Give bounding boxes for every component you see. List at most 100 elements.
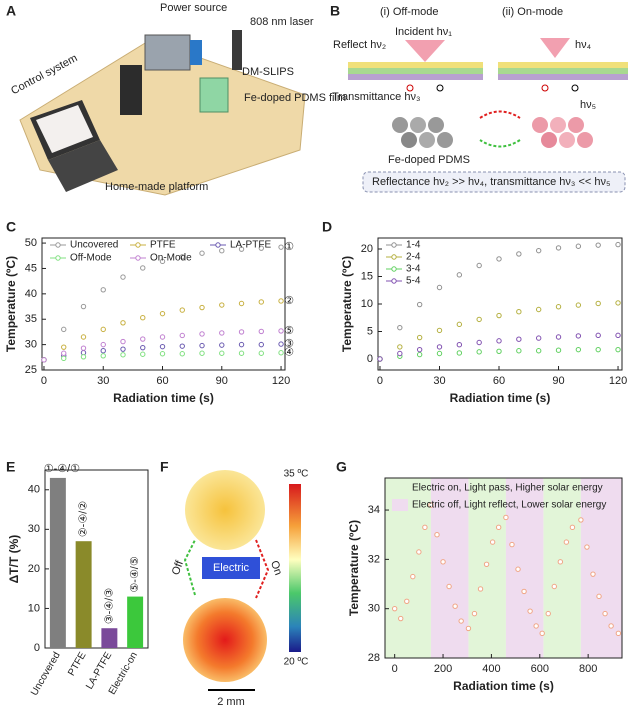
marker	[120, 338, 126, 345]
marker	[545, 610, 551, 617]
layer	[348, 62, 483, 68]
laptop-display	[36, 105, 93, 153]
marker	[179, 254, 185, 260]
x-tick-label: 0	[377, 375, 383, 387]
marker	[436, 344, 443, 350]
marker	[516, 309, 522, 315]
marker	[578, 517, 584, 523]
y-tick-label: 30	[25, 339, 37, 351]
marker	[555, 245, 562, 251]
y-tick-label: 20	[361, 243, 373, 255]
marker	[219, 247, 225, 254]
y-tick-label: 34	[368, 504, 380, 516]
chart: C 25 30 35 40 45 50 0 30 60 90 120 Radiation time (s…	[4, 219, 294, 405]
label: hν₅	[580, 99, 596, 111]
marker	[555, 347, 562, 353]
legend-label: On-Mode	[150, 253, 192, 264]
marker	[199, 342, 205, 349]
x-axis-label: Radiation time (s)	[453, 679, 554, 693]
legend-label: Off-Mode	[70, 253, 112, 264]
label: 35 ºC	[284, 469, 309, 480]
x-tick-label: 200	[434, 663, 452, 675]
legend-marker	[391, 242, 397, 248]
marker	[100, 348, 106, 354]
legend-label: Uncovered	[70, 240, 118, 251]
laptop-base	[48, 140, 118, 192]
summary-box	[362, 171, 626, 193]
label: 20 ºC	[284, 657, 309, 668]
marker	[278, 350, 284, 356]
marker	[120, 320, 126, 326]
marker	[219, 330, 225, 336]
label: Off	[170, 558, 187, 577]
x-tick-label: PTFE	[66, 650, 88, 678]
marker	[533, 623, 539, 629]
band	[468, 478, 506, 658]
label: Transmittance hν₃	[332, 91, 420, 103]
bar-label: ①-④/①	[44, 463, 80, 475]
marker	[615, 332, 621, 339]
series-label: ①	[284, 241, 294, 253]
marker	[278, 341, 284, 347]
label: Reflect hν₂	[333, 39, 386, 51]
marker	[100, 287, 106, 293]
label: On	[268, 559, 284, 577]
marker	[557, 559, 564, 565]
marker	[140, 265, 146, 271]
legend-label: Electric on, Light pass, Higher solar en…	[412, 483, 603, 494]
marker	[436, 327, 443, 334]
electrode	[571, 84, 579, 92]
marker	[615, 300, 621, 306]
marker	[446, 583, 452, 590]
marker	[100, 341, 106, 348]
particle	[401, 132, 417, 148]
label: Fe-doped PDMS	[388, 154, 470, 166]
marker	[615, 630, 622, 637]
legend-label: LA-PTFE	[230, 240, 271, 251]
legend-marker	[135, 242, 141, 248]
particle	[568, 117, 584, 133]
particle	[437, 132, 453, 148]
label: DM-SLIPS	[242, 66, 294, 78]
marker	[80, 345, 87, 351]
marker	[278, 328, 284, 334]
marker	[458, 618, 464, 624]
layer	[498, 68, 628, 74]
series-label: ④	[284, 347, 294, 359]
label: (ii) On-mode	[502, 6, 563, 18]
x-tick-label: 0	[392, 663, 398, 675]
marker	[100, 353, 106, 359]
band	[430, 478, 469, 658]
marker	[535, 335, 542, 341]
legend-marker	[55, 255, 61, 261]
marker	[179, 307, 185, 313]
marker	[159, 258, 166, 265]
marker	[278, 298, 284, 304]
marker	[61, 355, 67, 362]
marker	[555, 304, 562, 310]
x-axis-label: Radiation time (s)	[113, 391, 214, 405]
x-tick-label: 400	[482, 663, 500, 675]
arrow	[405, 40, 445, 62]
y-tick-label: 25	[25, 364, 37, 376]
marker	[595, 300, 601, 307]
marker	[120, 352, 126, 358]
particle	[428, 117, 444, 133]
marker	[436, 284, 443, 291]
marker	[595, 346, 601, 353]
marker	[80, 354, 87, 360]
marker	[398, 615, 404, 622]
marker	[238, 300, 245, 307]
legend-marker	[391, 266, 397, 272]
x-tick-label: 60	[156, 375, 168, 387]
panel-f: F Electric Off On 35 ºC 20 ºC 2 mm	[160, 459, 308, 708]
marker	[140, 336, 146, 342]
marker	[179, 343, 185, 349]
electrode	[541, 84, 549, 92]
marker	[483, 561, 490, 568]
marker	[428, 502, 434, 508]
marker	[238, 246, 245, 252]
marker	[590, 571, 596, 577]
marker	[238, 341, 245, 348]
marker	[602, 610, 608, 617]
